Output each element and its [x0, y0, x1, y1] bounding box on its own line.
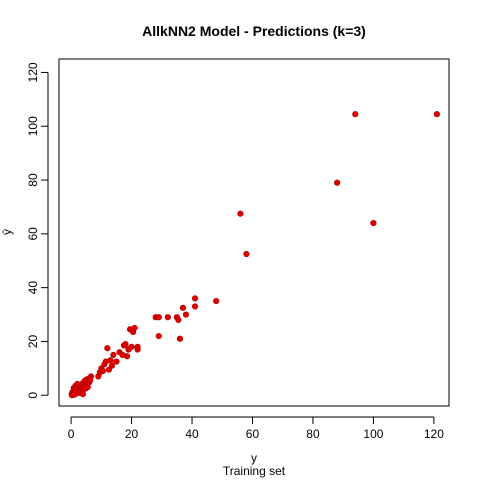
plot-frame: [58, 58, 450, 407]
chart-caption: Training set: [223, 464, 286, 478]
data-point: [175, 316, 182, 324]
chart-title: AllkNN2 Model - Predictions (k=3): [142, 23, 366, 39]
y-tick-label: 40: [26, 281, 40, 295]
y-tick-label: 80: [26, 173, 40, 187]
y-tick-label: 120: [26, 62, 40, 82]
y-tick-label: 60: [26, 227, 40, 241]
x-tick-label: 100: [363, 427, 383, 441]
data-point: [176, 335, 184, 342]
data-point: [370, 219, 377, 227]
data-point: [237, 210, 244, 217]
data-point: [113, 358, 120, 365]
y-tick-label: 20: [26, 334, 40, 348]
data-point: [164, 314, 171, 321]
x-axis-label: y: [251, 451, 257, 465]
data-point: [110, 351, 117, 358]
data-point: [155, 314, 162, 321]
x-tick-label: 0: [68, 427, 75, 441]
data-point: [99, 367, 106, 375]
data-point: [352, 111, 359, 118]
data-point: [122, 341, 129, 348]
x-tick-label: 20: [125, 427, 139, 441]
x-tick-label: 40: [185, 427, 199, 441]
x-axis: 0 20 40 60 80 100 120: [68, 416, 444, 441]
data-point: [191, 295, 199, 302]
x-tick-label: 80: [306, 427, 320, 441]
data-point: [179, 304, 187, 311]
y-axis: 0 20 40 60 80 100 120: [26, 62, 49, 399]
data-point: [191, 303, 199, 310]
data-point: [334, 179, 341, 186]
y-axis-label: ŷ: [0, 229, 14, 235]
data-point: [107, 357, 114, 364]
data-point: [243, 250, 250, 258]
data-point: [131, 324, 138, 332]
data-point: [123, 353, 131, 360]
x-tick-label: 120: [424, 427, 444, 441]
data-point: [104, 345, 111, 352]
data-point: [433, 111, 441, 118]
data-point: [108, 362, 116, 369]
data-point: [74, 380, 81, 388]
data-point: [128, 343, 135, 350]
data-point: [213, 297, 220, 305]
data-point: [155, 332, 162, 340]
data-point: [134, 343, 141, 350]
data-point: [79, 391, 86, 398]
data-point: [87, 373, 95, 380]
y-tick-label: 0: [26, 392, 40, 399]
x-tick-label: 60: [246, 427, 260, 441]
data-points: [68, 111, 441, 399]
y-tick-label: 100: [26, 116, 40, 136]
data-point: [182, 311, 190, 318]
